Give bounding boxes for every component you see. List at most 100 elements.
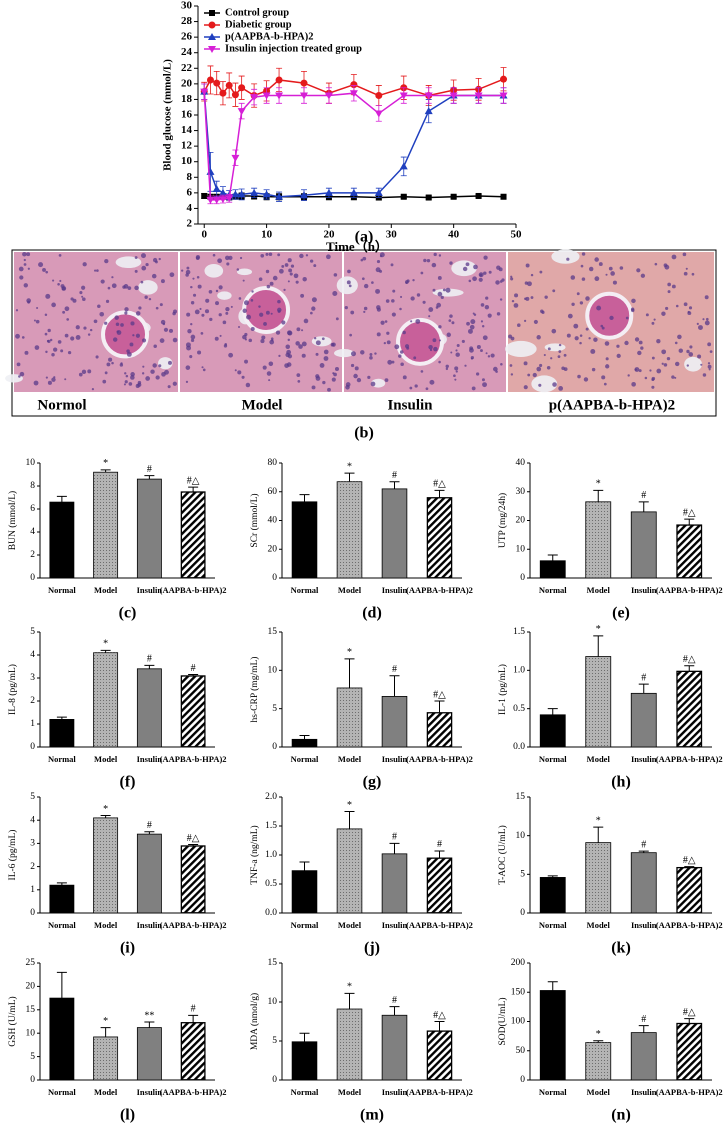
tissue-nucleus <box>432 288 436 292</box>
tissue-nucleus <box>470 319 476 325</box>
tissue-nucleus <box>524 281 529 285</box>
y-tick-label: 2 <box>187 218 193 230</box>
x-tick-label: (AAPBA-b-HPA)2 <box>160 585 227 595</box>
tissue-nucleus <box>478 277 483 282</box>
tissue-nucleus <box>517 323 521 327</box>
tissue-nucleus <box>238 297 242 300</box>
series-line <box>203 91 504 198</box>
x-tick-label: Insulin <box>382 1087 408 1097</box>
tissue-nucleus <box>302 277 307 282</box>
tissue-nucleus <box>269 281 274 286</box>
tissue-nucleus <box>573 323 579 329</box>
tissue-nucleus <box>346 280 351 285</box>
tissue-nucleus <box>111 361 114 365</box>
significance-label: # <box>641 839 646 850</box>
tissue-nucleus <box>285 344 291 350</box>
glomerulus <box>396 317 445 366</box>
tissue-nucleus <box>277 299 281 304</box>
point <box>474 92 483 100</box>
x-tick-label: Model <box>338 585 362 595</box>
tissue-nucleus <box>79 291 83 295</box>
bar-texture <box>585 1042 611 1080</box>
point <box>262 92 271 100</box>
tissue-nucleus <box>598 262 603 266</box>
tissue-nucleus <box>47 380 52 385</box>
tissue-nucleus <box>62 310 66 314</box>
y-tick-label: 25 <box>26 958 36 968</box>
y-axis-label: BUN (mmol/L) <box>7 491 18 550</box>
y-tick-label: 30 <box>181 0 193 12</box>
tissue-nucleus <box>634 368 637 371</box>
tissue-nucleus <box>363 283 369 289</box>
tissue-nucleus <box>192 277 195 280</box>
tissue-nucleus <box>217 258 223 264</box>
tissue-nucleus <box>283 288 286 292</box>
tissue-nucleus <box>239 256 243 260</box>
panel-label: (f) <box>120 774 136 791</box>
significance-label: #△ <box>683 654 696 665</box>
tissue-nucleus <box>704 295 709 300</box>
tissue-nucleus <box>663 263 668 268</box>
y-tick-label: 1 <box>30 719 35 729</box>
tissue-nucleus <box>356 377 362 383</box>
x-axis-label: Time（h） <box>326 239 388 254</box>
tissue-nucleus <box>391 312 396 317</box>
significance-label: # <box>147 464 152 475</box>
x-tick-label: Insulin <box>137 920 163 930</box>
tissue-nucleus <box>153 344 157 348</box>
tissue-nucleus <box>214 336 219 341</box>
tissue-nucleus <box>225 311 229 315</box>
tissue-nucleus <box>42 267 46 272</box>
tissue-nucleus <box>609 315 614 321</box>
tissue-nucleus <box>310 311 313 315</box>
tissue-nucleus <box>197 284 202 289</box>
tissue-nucleus <box>271 339 274 342</box>
tissue-nucleus <box>128 382 133 386</box>
tissue-nucleus <box>523 385 528 390</box>
tissue-nucleus <box>557 355 561 359</box>
tissue-nucleus <box>181 269 184 272</box>
significance-label: * <box>347 800 352 811</box>
significance-label: ** <box>144 1010 154 1021</box>
tissue-nucleus <box>426 258 431 263</box>
x-tick-label: Normal <box>48 754 76 764</box>
tissue-nucleus <box>391 299 395 303</box>
tissue-nucleus <box>500 362 503 366</box>
significance-label: * <box>103 804 108 815</box>
tissue-nucleus <box>195 256 200 260</box>
tissue-nucleus <box>115 322 120 326</box>
y-tick-label: 1 <box>30 885 35 895</box>
tissue-nucleus <box>671 284 676 289</box>
tissue-nucleus <box>234 369 237 372</box>
tissue-nucleus <box>44 313 48 316</box>
tissue-nucleus <box>665 306 669 311</box>
tissue-nucleus <box>83 326 87 330</box>
x-tick-label: (AAPBA-b-HPA)2 <box>160 1087 227 1097</box>
tissue-nucleus <box>44 332 48 336</box>
tissue-nucleus <box>111 276 114 279</box>
point <box>231 154 240 162</box>
y-tick-label: 10 <box>181 155 193 167</box>
point <box>349 188 358 196</box>
y-axis-label: hs-CRP (mg/mL) <box>249 657 260 723</box>
point <box>350 81 358 89</box>
tissue-nucleus <box>225 306 230 312</box>
tissue-nucleus <box>134 256 138 259</box>
y-tick-label: 40 <box>516 458 526 468</box>
x-tick-label: 50 <box>511 229 523 241</box>
tissue-nucleus <box>686 349 690 354</box>
tissue-nucleus <box>100 279 105 284</box>
tissue-nucleus <box>130 375 135 380</box>
tissue-nucleus <box>482 382 487 388</box>
tissue-nucleus <box>600 324 604 328</box>
tissue-nucleus <box>114 315 119 320</box>
point <box>200 88 209 96</box>
tissue-nucleus <box>96 269 99 272</box>
bar <box>136 833 162 914</box>
tissue-nucleus <box>410 296 415 301</box>
x-tick-label: Normal <box>48 585 76 595</box>
tissue-nucleus <box>190 322 193 326</box>
tissue-nucleus <box>168 328 174 333</box>
tissue-nucleus <box>674 341 678 345</box>
tissue-nucleus <box>265 269 270 274</box>
